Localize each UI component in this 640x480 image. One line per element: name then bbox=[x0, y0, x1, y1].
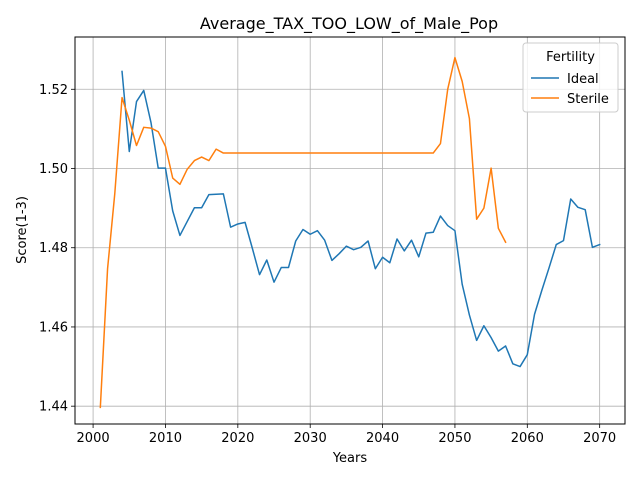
y-tick-label: 1.48 bbox=[39, 241, 68, 256]
series-line-sterile bbox=[99, 56, 507, 409]
chart-title: Average_TAX_TOO_LOW_of_Male_Pop bbox=[200, 14, 498, 34]
x-tick-label: 2030 bbox=[294, 431, 327, 446]
series-lines bbox=[99, 56, 601, 409]
x-tick-label: 2060 bbox=[511, 431, 544, 446]
x-axis-label: Years bbox=[332, 451, 368, 466]
y-tick-label: 1.46 bbox=[39, 320, 68, 335]
axis-ticks: 2000 2010 2020 2030 2040 2050 2060 2070 1.44 1.46… bbox=[39, 83, 616, 446]
series-line-ideal bbox=[121, 70, 601, 368]
legend-box bbox=[522, 42, 619, 113]
legend: Fertility Ideal Sterile bbox=[522, 42, 619, 113]
legend-label-sterile: Sterile bbox=[567, 92, 609, 107]
x-tick-label: 2050 bbox=[438, 431, 471, 446]
x-tick-label: 2070 bbox=[583, 431, 616, 446]
plot-frame bbox=[74, 36, 626, 425]
y-axis-label: Score(1-3) bbox=[15, 196, 30, 264]
x-tick-label: 2040 bbox=[366, 431, 399, 446]
legend-label-ideal: Ideal bbox=[567, 72, 599, 87]
y-tick-label: 1.52 bbox=[39, 83, 68, 98]
x-tick-label: 2020 bbox=[221, 431, 254, 446]
y-tick-label: 1.44 bbox=[39, 400, 68, 415]
legend-title: Fertility bbox=[546, 50, 595, 65]
y-tick-label: 1.50 bbox=[39, 162, 68, 177]
x-tick-label: 2010 bbox=[149, 431, 182, 446]
x-tick-label: 2000 bbox=[77, 431, 110, 446]
